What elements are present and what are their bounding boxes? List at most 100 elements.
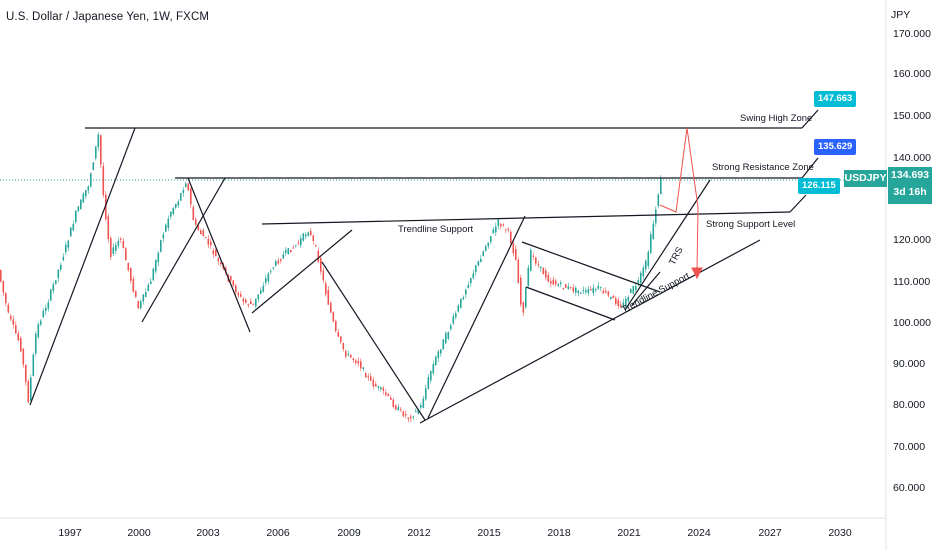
candle-body — [65, 244, 67, 253]
candle-body — [260, 290, 262, 294]
trendline-2002-down — [187, 177, 251, 333]
candle-body — [157, 252, 160, 263]
candle-body — [632, 286, 635, 294]
candle-body — [92, 162, 95, 170]
support-price-tag[interactable]: 126.115 — [798, 178, 840, 194]
time-tick: 2018 — [547, 527, 571, 539]
candle-body — [165, 224, 167, 232]
candle-body — [212, 250, 215, 255]
candle-body — [617, 299, 620, 306]
drawing-lines — [29, 109, 819, 424]
candle-body — [30, 377, 32, 401]
candle-body — [595, 289, 597, 291]
candle-body — [417, 410, 420, 414]
candle-body — [390, 397, 392, 400]
candle-body — [510, 231, 512, 244]
candle-body — [615, 298, 617, 304]
candle-body — [550, 281, 552, 284]
swing-high-price-tag[interactable]: 147.663 — [814, 91, 857, 107]
candle-body — [302, 233, 305, 241]
candle-body — [262, 285, 265, 292]
candle-body — [552, 279, 555, 285]
candle-body — [347, 354, 350, 356]
candle-body — [610, 297, 612, 300]
candle-body — [135, 291, 137, 297]
candle-body — [482, 251, 485, 257]
candle-body — [387, 393, 390, 396]
candle-body — [405, 413, 407, 416]
candle-body — [327, 290, 330, 305]
symbol-price-label: USDJPY — [844, 170, 887, 187]
candle-body — [425, 388, 427, 400]
candle-body — [132, 278, 135, 292]
candle-body — [72, 223, 75, 231]
candle-body — [432, 363, 435, 374]
candle-body — [442, 339, 445, 350]
candle-body — [55, 280, 57, 284]
candle-body — [430, 370, 432, 381]
candle-body — [655, 209, 657, 224]
candle-body — [650, 234, 652, 253]
candle-body — [625, 298, 627, 307]
candle-body — [300, 238, 302, 246]
candle-body — [330, 302, 332, 313]
candle-body — [470, 278, 472, 284]
candle-body — [95, 146, 97, 159]
candle-body — [547, 275, 550, 282]
candle-body — [590, 289, 592, 291]
price-tick: 160.000 — [893, 68, 931, 80]
candle-body — [77, 206, 80, 212]
candle-body — [455, 313, 457, 318]
candle-body — [472, 273, 475, 279]
candle-body — [150, 281, 152, 285]
strong-support-label: Strong Support Level — [706, 219, 796, 230]
candle-body — [147, 284, 150, 292]
candle-body — [162, 234, 165, 239]
candle-body — [427, 377, 430, 389]
candle-body — [210, 241, 212, 246]
candle-body — [357, 360, 360, 364]
candle-body — [382, 387, 385, 391]
candle-body — [312, 235, 315, 241]
projection-arrow-head — [691, 267, 703, 280]
candle-body — [0, 269, 2, 282]
time-tick: 2024 — [687, 527, 711, 539]
candle-body — [180, 193, 182, 201]
candle-body — [80, 199, 82, 210]
candle-body — [457, 305, 460, 312]
candle-body — [420, 404, 422, 408]
currency-label: JPY — [891, 9, 911, 21]
trs-line-2 — [631, 271, 661, 306]
channel-bottom — [525, 286, 616, 321]
candle-body — [82, 193, 85, 203]
candle-body — [97, 134, 100, 148]
candle-body — [277, 260, 280, 264]
candle-body — [207, 238, 210, 245]
candle-body — [242, 298, 245, 302]
candle-body — [530, 250, 532, 271]
candle-body — [350, 354, 352, 358]
candle-body — [75, 210, 77, 222]
swing-high-label: Swing High Zone — [740, 113, 813, 124]
candle-body — [187, 183, 190, 191]
candle-body — [200, 230, 202, 235]
candle-body — [410, 416, 412, 419]
candle-body — [232, 280, 235, 286]
resistance-price-tag[interactable]: 135.629 — [814, 139, 857, 155]
time-tick: 2006 — [266, 527, 290, 539]
candle-body — [660, 178, 662, 195]
trendline-1997-up — [29, 127, 136, 406]
candle-body — [462, 297, 465, 300]
candle-body — [22, 348, 25, 365]
candle-body — [657, 194, 660, 207]
candle-body — [407, 417, 410, 420]
candle-body — [27, 381, 30, 403]
candle-body — [320, 258, 322, 272]
candle-body — [17, 333, 20, 341]
candle-body — [280, 259, 282, 261]
candle-body — [197, 225, 200, 231]
candle-body — [540, 266, 542, 269]
candle-body — [557, 284, 560, 287]
